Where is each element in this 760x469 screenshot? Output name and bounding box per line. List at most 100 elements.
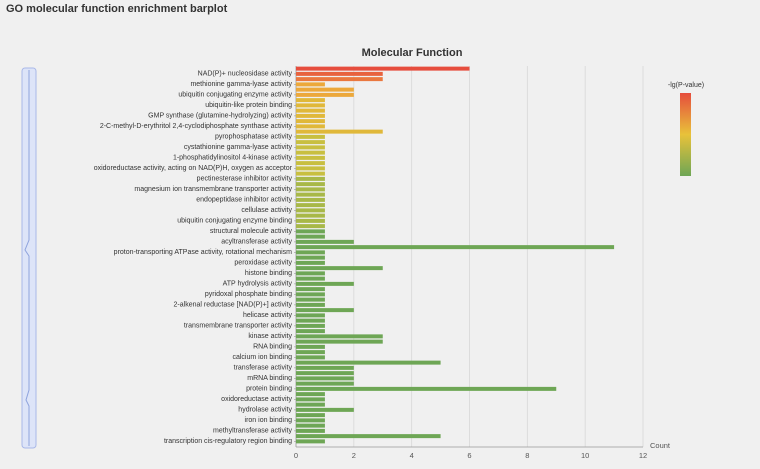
y-tick-label: transmembrane transporter activity bbox=[184, 323, 293, 330]
bar bbox=[296, 386, 557, 391]
bar bbox=[296, 255, 325, 260]
bar bbox=[296, 208, 325, 213]
x-tick-label: 6 bbox=[467, 451, 471, 460]
bar bbox=[296, 355, 325, 360]
y-tick-label: pyrophosphatase activity bbox=[215, 134, 293, 141]
bar bbox=[296, 92, 354, 97]
bar bbox=[296, 161, 325, 166]
y-tick-label: transferase activity bbox=[234, 365, 293, 372]
y-tick-label: 2-C-methyl-D-erythritol 2,4-cyclodiphosp… bbox=[100, 123, 293, 130]
bar bbox=[296, 281, 354, 286]
bar bbox=[296, 155, 325, 160]
y-tick-label: transcription cis-regulatory region bind… bbox=[164, 438, 292, 445]
y-tick-label: methionine gamma-lyase activity bbox=[190, 81, 292, 88]
bar bbox=[296, 276, 325, 281]
bar bbox=[296, 418, 325, 423]
bar bbox=[296, 239, 354, 244]
legend-title: -lg(P-value) bbox=[668, 82, 704, 89]
bar bbox=[296, 187, 325, 192]
x-tick-label: 12 bbox=[639, 451, 647, 460]
bar bbox=[296, 71, 383, 76]
y-tick-label: oxidoreductase activity, acting on NAD(P… bbox=[94, 165, 293, 172]
y-tick-label: protein binding bbox=[246, 386, 292, 393]
bar bbox=[296, 287, 325, 292]
bar bbox=[296, 197, 325, 202]
bar bbox=[296, 360, 441, 365]
bar bbox=[296, 103, 325, 108]
bar bbox=[296, 365, 354, 370]
bar bbox=[296, 213, 325, 218]
bar bbox=[296, 308, 354, 313]
y-tick-label: histone binding bbox=[245, 270, 292, 277]
bar bbox=[296, 329, 325, 334]
bar bbox=[296, 98, 325, 103]
y-tick-label: magnesium ion transmembrane transporter … bbox=[134, 186, 292, 193]
y-tick-label: kinase activity bbox=[248, 333, 292, 340]
bar bbox=[296, 350, 325, 355]
x-tick-label: 8 bbox=[525, 451, 529, 460]
bar bbox=[296, 145, 325, 150]
bar bbox=[296, 171, 325, 176]
bar bbox=[296, 129, 383, 134]
bar bbox=[296, 318, 325, 323]
y-tick-label: structural molecule activity bbox=[210, 228, 293, 235]
bar bbox=[296, 334, 383, 339]
bar bbox=[296, 392, 325, 397]
y-tick-label: pectinesterase inhibitor activity bbox=[197, 176, 293, 183]
y-tick-label: ubiquitin conjugating enzyme activity bbox=[178, 92, 292, 99]
y-tick-label: oxidoreductase activity bbox=[221, 396, 292, 403]
bar bbox=[296, 140, 325, 145]
y-tick-label: ubiquitin-like protein binding bbox=[205, 102, 292, 109]
bar bbox=[296, 176, 325, 181]
y-tick-label: mRNA binding bbox=[247, 375, 292, 382]
y-tick-label: methyltransferase activity bbox=[213, 428, 292, 435]
bar bbox=[296, 113, 325, 118]
y-tick-label: cystathionine gamma-lyase activity bbox=[184, 144, 293, 151]
y-tick-label: calcium ion binding bbox=[232, 354, 292, 361]
bar bbox=[296, 77, 383, 82]
x-tick-label: 10 bbox=[581, 451, 589, 460]
y-tick-label: iron ion binding bbox=[245, 417, 293, 424]
y-tick-label: cellulase activity bbox=[241, 207, 292, 214]
y-tick-label: pyridoxal phosphate binding bbox=[205, 291, 292, 298]
y-tick-label: endopeptidase inhibitor activity bbox=[196, 197, 292, 204]
bar bbox=[296, 150, 325, 155]
bar bbox=[296, 260, 325, 265]
x-tick-label: 4 bbox=[410, 451, 414, 460]
bar bbox=[296, 87, 354, 92]
bar bbox=[296, 292, 325, 297]
bar bbox=[296, 439, 325, 444]
y-tick-label: acyltransferase activity bbox=[221, 239, 292, 246]
bar bbox=[296, 271, 325, 276]
x-axis-label: Count bbox=[650, 441, 671, 450]
bar bbox=[296, 134, 325, 139]
y-tick-label: 2-alkenal reductase [NAD(P)+] activity bbox=[174, 302, 293, 309]
bar bbox=[296, 313, 325, 318]
bar bbox=[296, 339, 383, 344]
y-tick-label: NAD(P)+ nucleosidase activity bbox=[198, 71, 293, 78]
bar bbox=[296, 218, 325, 223]
y-tick-label: helicase activity bbox=[243, 312, 293, 319]
bar bbox=[296, 323, 325, 328]
y-tick-label: ATP hydrolysis activity bbox=[223, 281, 293, 288]
bar bbox=[296, 344, 325, 349]
y-tick-label: proton-transporting ATPase activity, rot… bbox=[114, 249, 292, 256]
page-title: GO molecular function enrichment barplot bbox=[6, 3, 228, 15]
bar bbox=[296, 381, 354, 386]
bar bbox=[296, 229, 325, 234]
bar bbox=[296, 407, 354, 412]
bar bbox=[296, 371, 354, 376]
bar bbox=[296, 192, 325, 197]
bar bbox=[296, 166, 325, 171]
bar bbox=[296, 250, 325, 255]
y-tick-label: hydrolase activity bbox=[238, 407, 292, 414]
bar bbox=[296, 119, 325, 124]
bar bbox=[296, 224, 325, 229]
y-tick-label: ubiquitin conjugating enzyme binding bbox=[177, 218, 292, 225]
y-tick-label: peroxidase activity bbox=[234, 260, 292, 267]
legend-color-bar bbox=[680, 93, 691, 176]
bar bbox=[296, 428, 325, 433]
chart-title: Molecular Function bbox=[362, 47, 463, 59]
bar bbox=[296, 397, 325, 402]
